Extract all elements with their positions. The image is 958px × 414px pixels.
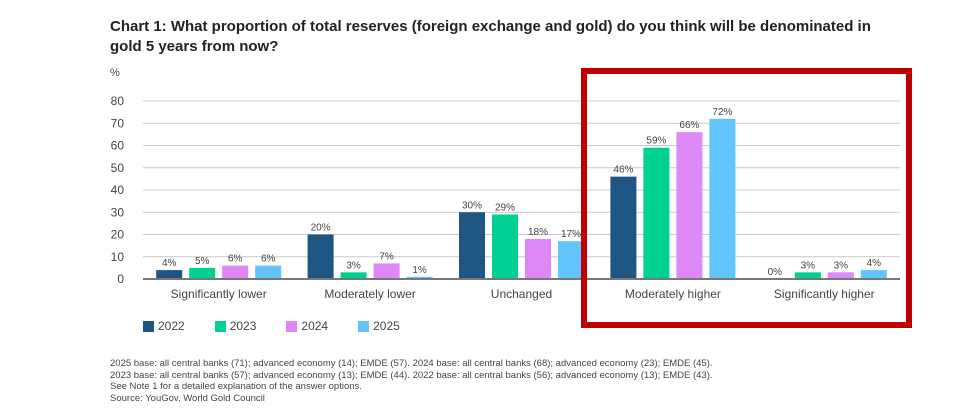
y-tick-label: 10	[111, 250, 125, 264]
legend-item-2025: 2025	[358, 319, 400, 333]
legend-item-2024: 2024	[286, 319, 328, 333]
x-category-label: Significantly higher	[774, 287, 875, 301]
data-label: 46%	[613, 165, 633, 176]
data-label: 6%	[261, 254, 276, 265]
legend-label: 2025	[373, 319, 400, 333]
bar-2025	[860, 270, 887, 279]
y-tick-label: 40	[111, 183, 125, 197]
x-category-label: Significantly lower	[171, 287, 267, 301]
data-label: 17%	[561, 229, 581, 240]
data-label: 3%	[346, 260, 361, 271]
x-category-label: Unchanged	[491, 287, 552, 301]
legend-label: 2023	[229, 319, 257, 333]
chart-title: Chart 1: What proportion of total reserv…	[110, 18, 871, 55]
y-tick-label: 50	[111, 161, 125, 175]
bar-2023	[492, 214, 518, 279]
data-label: 59%	[646, 136, 666, 147]
y-tick-label: 20	[111, 228, 125, 242]
data-label: 18%	[528, 227, 548, 238]
bar-2022	[610, 176, 637, 279]
bar-2025	[709, 118, 736, 279]
y-tick-label: 80	[111, 94, 125, 108]
data-label: 7%	[379, 251, 394, 262]
legend-item-2022: 2022	[143, 319, 185, 333]
legend: 2022 2023 2024 2025	[143, 319, 400, 333]
bar-2024	[676, 132, 703, 279]
legend-swatch	[214, 320, 226, 332]
bar-2025	[255, 265, 282, 279]
data-label: 29%	[495, 202, 515, 213]
y-tick-label: 30	[111, 205, 125, 219]
x-category-label: Moderately lower	[324, 287, 415, 301]
note-line: 2023 base: all central banks (57); advan…	[110, 369, 713, 381]
y-tick-label: 60	[111, 139, 125, 153]
data-label: 3%	[801, 260, 816, 271]
highlight-box	[581, 68, 912, 328]
bar-2022	[156, 270, 183, 279]
legend-swatch	[286, 320, 298, 332]
bar-2023	[794, 272, 821, 279]
source-line: Source: YouGov, World Gold Council	[110, 392, 265, 404]
note-line: See Note 1 for a detailed explanation of…	[110, 381, 362, 392]
legend-label: 2022	[158, 319, 185, 333]
bar-2025	[558, 241, 584, 279]
y-axis-unit-label: %	[110, 67, 120, 79]
legend-swatch	[358, 320, 370, 332]
data-label: 6%	[228, 254, 243, 265]
y-tick-label: 70	[111, 116, 125, 130]
data-label: 1%	[412, 265, 427, 276]
legend-label: 2024	[301, 319, 329, 333]
data-label: 4%	[162, 258, 177, 269]
data-label: 5%	[195, 256, 210, 267]
bar-2022	[307, 234, 334, 279]
chart-notes: 2025 base: all central banks (71); advan…	[110, 358, 713, 404]
bar-2023	[340, 272, 367, 279]
legend-swatch	[143, 320, 154, 332]
bar-2024	[525, 238, 551, 279]
data-label: 30%	[462, 200, 482, 211]
bar-2023	[643, 147, 670, 279]
data-label: 4%	[867, 258, 882, 269]
note-line: 2025 base: all central banks (71); advan…	[110, 358, 713, 369]
data-label: 66%	[679, 120, 699, 131]
bar-2022	[459, 212, 485, 279]
x-category-label: Moderately higher	[625, 287, 721, 301]
bar-2024	[222, 265, 249, 279]
bar-2025	[406, 276, 433, 279]
bar-2024	[827, 272, 854, 279]
data-label: 0%	[768, 267, 783, 278]
y-tick-label: 0	[117, 272, 124, 286]
data-label: 3%	[834, 260, 849, 271]
data-label: 72%	[712, 107, 732, 118]
legend-item-2023: 2023	[214, 319, 257, 333]
bar-2024	[373, 263, 400, 279]
bar-2023	[189, 267, 216, 279]
data-label: 20%	[311, 223, 331, 234]
